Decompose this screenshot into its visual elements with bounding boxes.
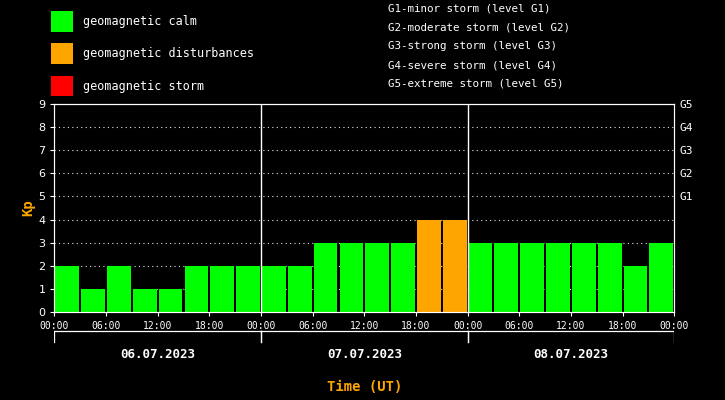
Bar — [572, 243, 596, 312]
Bar — [51, 10, 72, 32]
Bar — [288, 266, 312, 312]
Bar — [417, 220, 441, 312]
Bar — [210, 266, 234, 312]
Text: geomagnetic storm: geomagnetic storm — [83, 80, 204, 93]
Bar — [51, 43, 72, 64]
Bar — [314, 243, 337, 312]
Text: geomagnetic calm: geomagnetic calm — [83, 15, 197, 28]
Text: Time (UT): Time (UT) — [327, 380, 402, 394]
Bar — [133, 289, 157, 312]
Bar — [650, 243, 674, 312]
Bar — [468, 243, 492, 312]
Text: G4-severe storm (level G4): G4-severe storm (level G4) — [388, 60, 557, 70]
Bar — [159, 289, 183, 312]
Bar — [494, 243, 518, 312]
Bar — [51, 76, 72, 97]
Bar — [107, 266, 130, 312]
Bar — [392, 243, 415, 312]
Text: geomagnetic disturbances: geomagnetic disturbances — [83, 47, 254, 60]
Bar — [185, 266, 208, 312]
Text: 08.07.2023: 08.07.2023 — [534, 348, 608, 361]
Bar — [546, 243, 570, 312]
Text: G5-extreme storm (level G5): G5-extreme storm (level G5) — [388, 79, 563, 89]
Y-axis label: Kp: Kp — [22, 200, 36, 216]
Bar — [624, 266, 647, 312]
Bar — [339, 243, 363, 312]
Bar — [365, 243, 389, 312]
Text: G2-moderate storm (level G2): G2-moderate storm (level G2) — [388, 22, 570, 32]
Text: G3-strong storm (level G3): G3-strong storm (level G3) — [388, 41, 557, 51]
Bar — [598, 243, 621, 312]
Bar — [55, 266, 79, 312]
Bar — [443, 220, 467, 312]
Bar — [81, 289, 105, 312]
Bar — [236, 266, 260, 312]
Text: G1-minor storm (level G1): G1-minor storm (level G1) — [388, 4, 550, 14]
Bar — [262, 266, 286, 312]
Bar — [521, 243, 544, 312]
Text: 07.07.2023: 07.07.2023 — [327, 348, 402, 361]
Text: 06.07.2023: 06.07.2023 — [120, 348, 195, 361]
